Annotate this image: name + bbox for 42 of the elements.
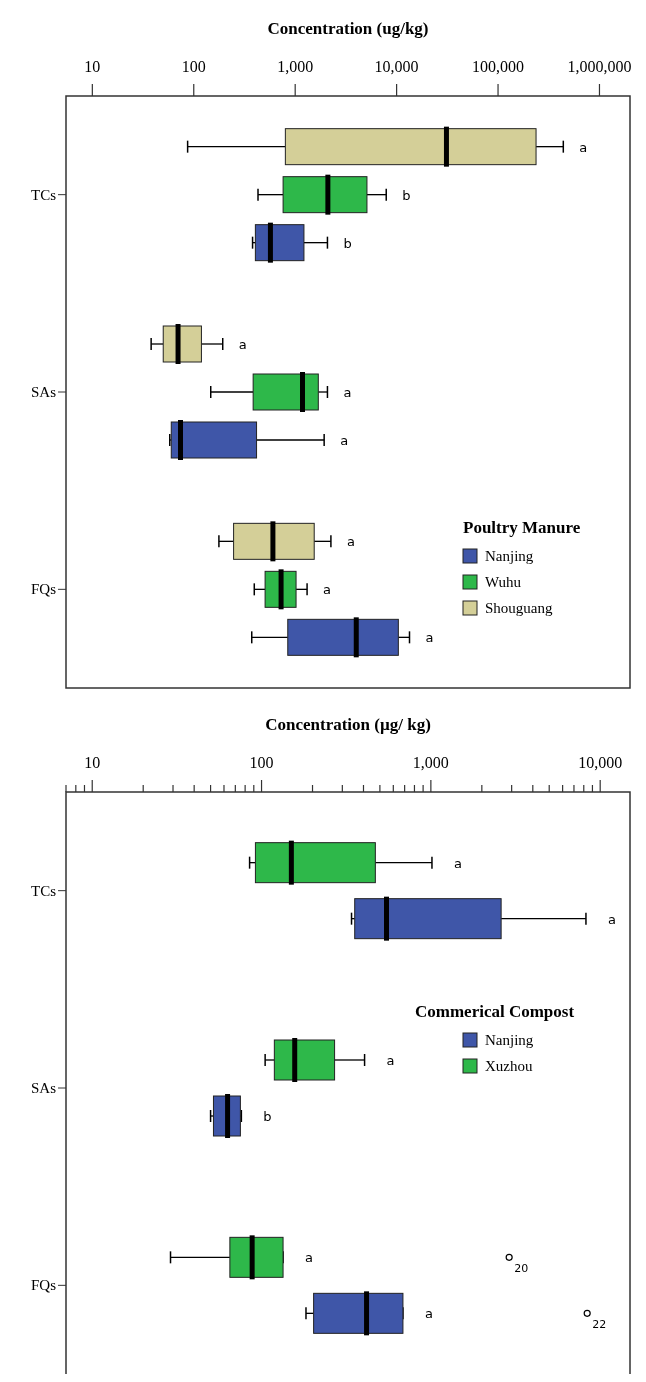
text: a — [424, 1306, 433, 1322]
x-axis-title: Concentration (ug/kg) — [267, 19, 429, 38]
legend-label: Nanjing — [485, 548, 534, 564]
text: a — [343, 385, 352, 400]
x-tick-label: 10,000 — [578, 754, 623, 771]
text: b — [402, 187, 411, 203]
text: b — [343, 235, 352, 251]
x-tick-label: 1,000 — [412, 754, 449, 771]
y-tick-label: SAs — [30, 1080, 57, 1096]
text: a — [340, 433, 349, 448]
legend-title: Poultry Manure — [463, 518, 581, 537]
text: a — [323, 582, 332, 598]
x-tick-label: 10,000 — [374, 58, 419, 75]
y-tick-label: TCs — [30, 882, 57, 899]
x-tick-label: 10 — [84, 58, 101, 75]
text: a — [453, 855, 462, 871]
legend-label: Nanjing — [485, 1032, 534, 1048]
x-tick-label: 100 — [181, 58, 206, 75]
x-tick-label: 100 — [249, 754, 274, 771]
legend-label: Wuhu — [485, 574, 522, 590]
legend-title: Commerical Compost — [415, 1002, 575, 1021]
x-tick-label: 1,000,000 — [567, 58, 632, 75]
legend-label: Shouguang — [485, 600, 553, 616]
annotation: 20 — [514, 1262, 529, 1276]
y-tick-label: TCs — [30, 186, 57, 203]
text: a — [346, 534, 355, 550]
y-tick-label: FQs — [30, 581, 57, 598]
text: a — [607, 911, 616, 927]
y-tick-label: FQs — [30, 1277, 57, 1294]
x-tick-label: 10 — [84, 754, 101, 771]
x-axis-title: Concentration (µg/ kg) — [265, 715, 431, 734]
x-tick-label: 100,000 — [472, 58, 525, 75]
text: a — [238, 337, 247, 352]
text: a — [579, 139, 588, 155]
x-tick-label: 1,000 — [277, 58, 314, 75]
y-tick-label: SAs — [30, 384, 57, 400]
text: b — [263, 1109, 272, 1124]
annotation: 22 — [592, 1318, 607, 1332]
text: a — [305, 1250, 314, 1266]
text: a — [386, 1053, 395, 1068]
legend-label: Xuzhou — [485, 1058, 533, 1074]
text: a — [425, 630, 434, 646]
